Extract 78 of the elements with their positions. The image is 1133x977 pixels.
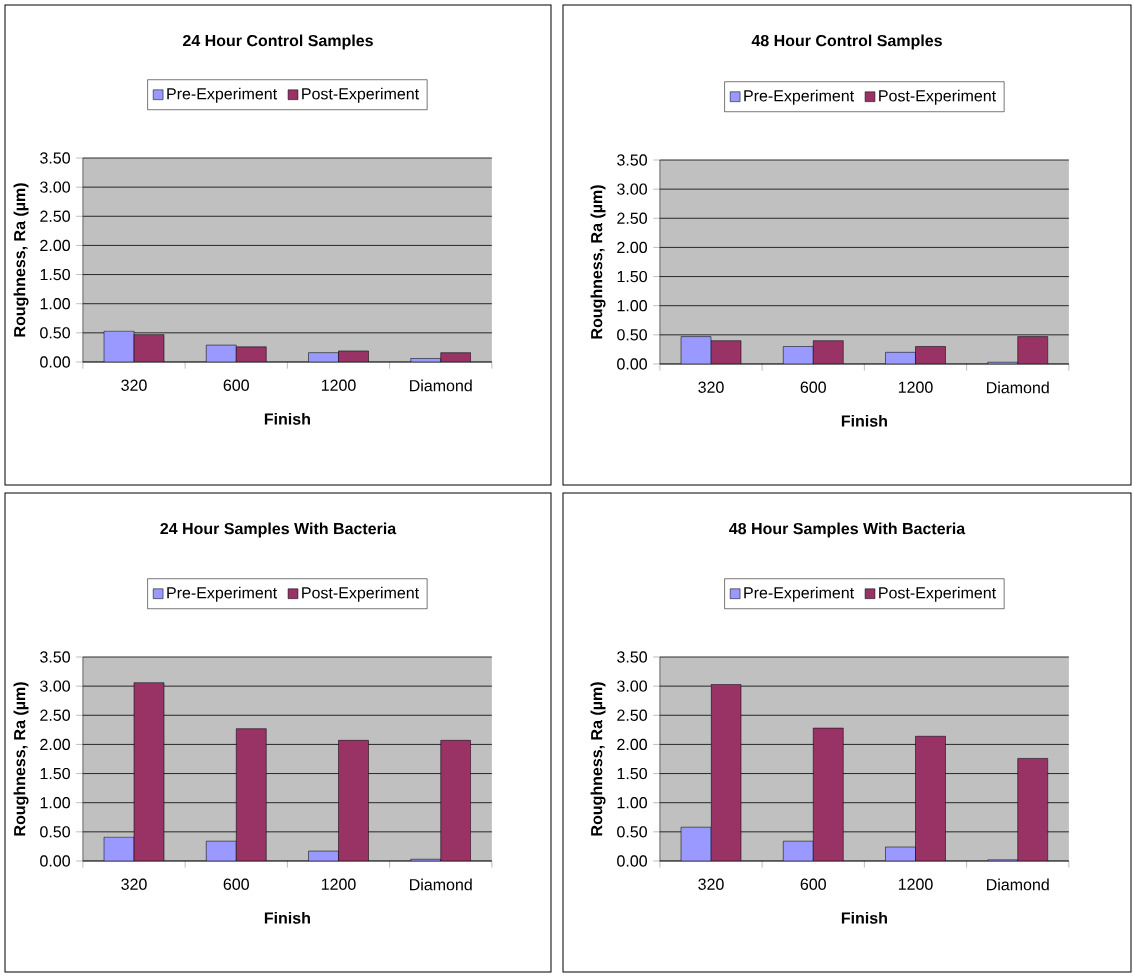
legend-label: Post-Experiment	[302, 586, 420, 602]
y-tick-label: 2.50	[40, 210, 70, 222]
x-tick-label: Diamond	[410, 379, 472, 392]
bar	[915, 736, 946, 861]
y-tick-label: 1.00	[617, 797, 647, 809]
y-axis-title: Roughness, Ra (µm)	[590, 185, 606, 339]
y-tick-label: 1.50	[40, 268, 70, 281]
y-tick-label: 3.00	[617, 680, 647, 692]
bar	[711, 684, 741, 861]
x-tick-label: 600	[800, 381, 826, 393]
bar	[813, 340, 844, 364]
y-tick-label: 1.00	[40, 797, 70, 809]
y-tick-label: 0.50	[40, 826, 70, 838]
y-tick-label: 3.00	[40, 181, 70, 193]
chart-title: 24 Hour Control Samples	[182, 34, 373, 50]
legend-label: Post-Experiment	[879, 89, 997, 105]
x-tick-label: 1200	[898, 381, 933, 393]
legend-label: Pre-Experiment	[167, 586, 278, 602]
y-axis-title: Roughness, Ra (µm)	[13, 682, 29, 836]
x-tick-label: 600	[223, 379, 249, 391]
y-tick-label: 1.50	[40, 767, 70, 780]
bar	[338, 740, 369, 861]
legend-label: Pre-Experiment	[744, 586, 855, 602]
x-tick-label: 600	[800, 878, 826, 890]
x-tick-label: Diamond	[987, 878, 1049, 891]
y-tick-label: 2.50	[617, 709, 647, 721]
y-tick-label: 2.00	[617, 738, 647, 751]
bar	[134, 682, 165, 861]
legend-label: Pre-Experiment	[167, 87, 278, 103]
chart-title: 48 Hour Samples With Bacteria	[729, 522, 966, 538]
y-tick-label: 3.00	[617, 183, 647, 195]
x-tick-label: 1200	[321, 878, 356, 890]
y-tick-label: 2.00	[40, 738, 70, 751]
y-tick-label: 2.00	[617, 241, 647, 254]
x-tick-label: 1200	[321, 379, 356, 391]
x-tick-label: 600	[223, 878, 249, 890]
x-axis-title: Finish	[841, 911, 887, 924]
bar	[236, 728, 267, 861]
y-tick-label: 2.50	[40, 709, 70, 721]
chart-title: 48 Hour Control Samples	[751, 34, 942, 50]
y-tick-label: 3.50	[617, 651, 647, 663]
y-tick-label: 3.50	[40, 651, 70, 663]
bar	[440, 740, 472, 861]
legend-label: Post-Experiment	[879, 586, 997, 602]
y-tick-label: 0.00	[40, 855, 70, 867]
y-tick-label: 0.50	[40, 327, 70, 339]
y-tick-label: 1.00	[617, 300, 647, 312]
y-tick-label: 0.50	[617, 826, 647, 838]
bar	[1017, 336, 1049, 364]
y-tick-label: 1.50	[617, 270, 647, 283]
y-tick-label: 0.00	[617, 358, 647, 370]
bar	[813, 728, 844, 861]
x-tick-label: Diamond	[987, 381, 1049, 394]
x-tick-label: 320	[121, 878, 147, 890]
y-tick-label: 3.50	[617, 154, 647, 166]
chart-title: 24 Hour Samples With Bacteria	[160, 522, 397, 538]
y-tick-label: 2.00	[40, 239, 70, 252]
x-tick-label: 1200	[898, 878, 933, 890]
bar	[1017, 758, 1049, 861]
y-tick-label: 1.00	[40, 298, 70, 310]
x-axis-title: Finish	[841, 414, 887, 427]
x-axis-title: Finish	[264, 412, 310, 425]
x-tick-label: Diamond	[410, 878, 472, 891]
y-tick-label: 3.00	[40, 680, 70, 692]
y-tick-label: 3.50	[40, 152, 70, 164]
x-axis-title: Finish	[264, 911, 310, 924]
y-tick-label: 2.50	[617, 212, 647, 224]
legend-label: Post-Experiment	[302, 87, 420, 103]
y-tick-label: 1.50	[617, 767, 647, 780]
x-tick-label: 320	[698, 878, 724, 890]
y-axis-title: Roughness, Ra (µm)	[13, 183, 29, 337]
x-tick-label: 320	[121, 379, 147, 391]
y-tick-label: 0.00	[40, 356, 70, 368]
y-tick-label: 0.00	[617, 855, 647, 867]
legend-label: Pre-Experiment	[744, 89, 855, 105]
y-tick-label: 0.50	[617, 329, 647, 341]
y-axis-title: Roughness, Ra (µm)	[590, 682, 606, 836]
x-tick-label: 320	[698, 381, 724, 393]
